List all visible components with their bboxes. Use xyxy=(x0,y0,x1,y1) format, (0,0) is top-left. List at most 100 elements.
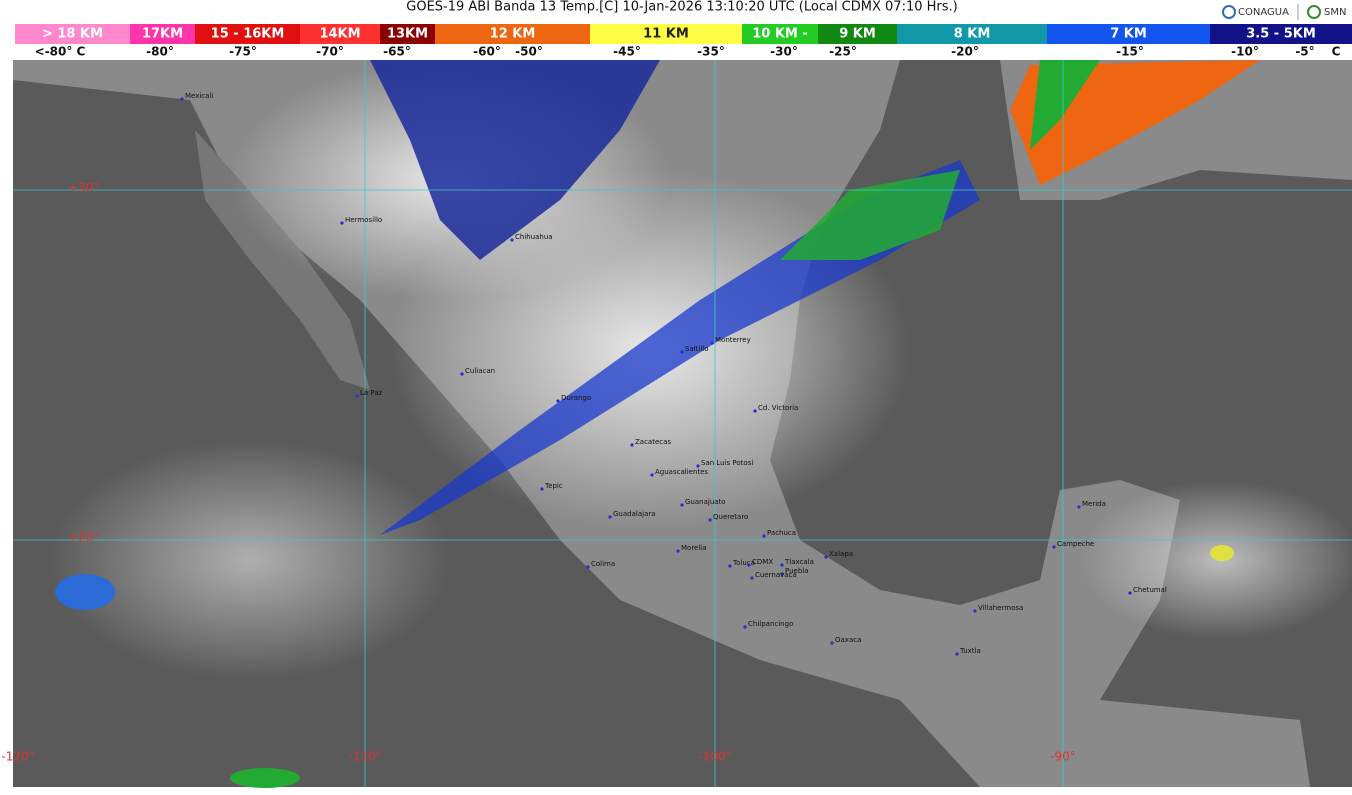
longitude-label: -110° xyxy=(348,750,381,764)
title: GOES-19 ABI Banda 13 Temp.[C] 10-Jan-202… xyxy=(406,0,957,15)
legend-label: 9 KM xyxy=(839,27,876,42)
temperature-label: C xyxy=(1332,45,1341,59)
legend-label: 17KM xyxy=(142,27,183,42)
city-marker xyxy=(676,549,680,553)
temperature-label: -65° xyxy=(383,45,411,59)
city-label: La Paz xyxy=(360,389,383,397)
city-marker xyxy=(460,372,464,376)
legend-swatch xyxy=(742,24,818,44)
legend-swatch xyxy=(300,24,380,44)
city-label: Merida xyxy=(1082,500,1106,508)
city-label: Durango xyxy=(561,394,591,402)
city-label: Morelia xyxy=(681,544,707,552)
city-label: Cuernavaca xyxy=(755,571,797,579)
city-marker xyxy=(955,652,959,656)
city-label: Zacatecas xyxy=(635,438,671,446)
legend-swatch xyxy=(897,24,1047,44)
temperature-label: -35° xyxy=(697,45,725,59)
city-marker xyxy=(586,565,590,569)
temperature-label: -60° xyxy=(473,45,501,59)
temperature-label: -30° xyxy=(770,45,798,59)
legend-label: 14KM xyxy=(319,27,360,42)
city-label: Saltillo xyxy=(685,345,709,353)
city-marker xyxy=(762,534,766,538)
legend-label: 10 KM - xyxy=(752,27,808,42)
logo-icon xyxy=(1222,5,1236,19)
city-label: Xalapa xyxy=(829,550,853,558)
temperature-label: -20° xyxy=(951,45,979,59)
legend-swatch xyxy=(1047,24,1210,44)
latitude-label: +20° xyxy=(68,531,99,545)
temperature-label: <-80° C xyxy=(35,45,86,59)
city-label: Colima xyxy=(591,560,615,568)
cloud-cell xyxy=(55,574,115,610)
city-label: Mexicali xyxy=(185,92,213,100)
legend-label: > 18 KM xyxy=(42,27,103,42)
temperature-label: -75° xyxy=(229,45,257,59)
city-label: Aguascalientes xyxy=(655,468,708,476)
city-marker xyxy=(340,221,344,225)
legend-swatch xyxy=(1210,24,1352,44)
city-marker xyxy=(753,409,757,413)
cloud-top xyxy=(370,60,660,260)
legend-label: 3.5 - 5KM xyxy=(1246,27,1316,42)
city-marker xyxy=(355,394,359,398)
longitude-label: -90° xyxy=(1050,750,1076,764)
temperature-label: -45° xyxy=(613,45,641,59)
city-marker xyxy=(630,443,634,447)
cloud-top xyxy=(1030,60,1100,150)
city-marker xyxy=(180,97,184,101)
legend-label: 12 KM xyxy=(490,27,536,42)
legend-label: 7 KM xyxy=(1110,27,1147,42)
city-label: Monterrey xyxy=(715,336,751,344)
city-marker xyxy=(510,238,514,242)
cloud-band xyxy=(780,170,960,260)
city-marker xyxy=(780,572,784,576)
cloud xyxy=(1080,480,1352,640)
city-marker xyxy=(710,341,714,345)
legend-swatch xyxy=(590,24,742,44)
city-label: CDMX xyxy=(752,558,773,566)
city-label: Campeche xyxy=(1057,540,1094,548)
map: +30° +20° -120° -110° -100° -90° Mexicali Herm… xyxy=(1,60,1352,788)
city-marker xyxy=(1077,505,1081,509)
legend-label: 15 - 16KM xyxy=(211,27,285,42)
city-marker xyxy=(743,625,747,629)
legend-swatch xyxy=(130,24,195,44)
city-marker xyxy=(728,564,732,568)
city-label: Toluca xyxy=(732,559,755,567)
city-marker xyxy=(708,518,712,522)
city-label: Oaxaca xyxy=(835,636,861,644)
city-marker xyxy=(540,487,544,491)
temperature-label: -5° xyxy=(1295,45,1314,59)
legend-label: 11 KM xyxy=(643,27,689,42)
legend-swatch xyxy=(435,24,590,44)
city-label: Tepic xyxy=(544,482,563,490)
city-label: Tuxtla xyxy=(959,647,981,655)
city-label: Pachuca xyxy=(767,529,796,537)
temperature-label: -50° xyxy=(515,45,543,59)
city-marker xyxy=(556,399,560,403)
legend-swatch xyxy=(380,24,435,44)
city-marker xyxy=(824,555,828,559)
logos: CONAGUA SMN xyxy=(1222,4,1346,20)
city-label: Queretaro xyxy=(713,513,748,521)
city-marker xyxy=(973,609,977,613)
city-label: Chetumal xyxy=(1133,586,1167,594)
temperature-label: -25° xyxy=(829,45,857,59)
city-marker xyxy=(780,563,784,567)
city-label: Guadalajara xyxy=(613,510,656,518)
logo-icon xyxy=(1307,5,1321,19)
city-marker xyxy=(747,563,751,567)
legend-swatch xyxy=(15,24,130,44)
city-label: Chihuahua xyxy=(515,233,553,241)
legend-label: 8 KM xyxy=(954,27,991,42)
city-marker xyxy=(696,464,700,468)
legend-label: 13KM xyxy=(387,27,428,42)
city-marker xyxy=(1128,591,1132,595)
city-marker xyxy=(680,503,684,507)
city-label: Culiacan xyxy=(465,367,495,375)
city-marker xyxy=(750,576,754,580)
